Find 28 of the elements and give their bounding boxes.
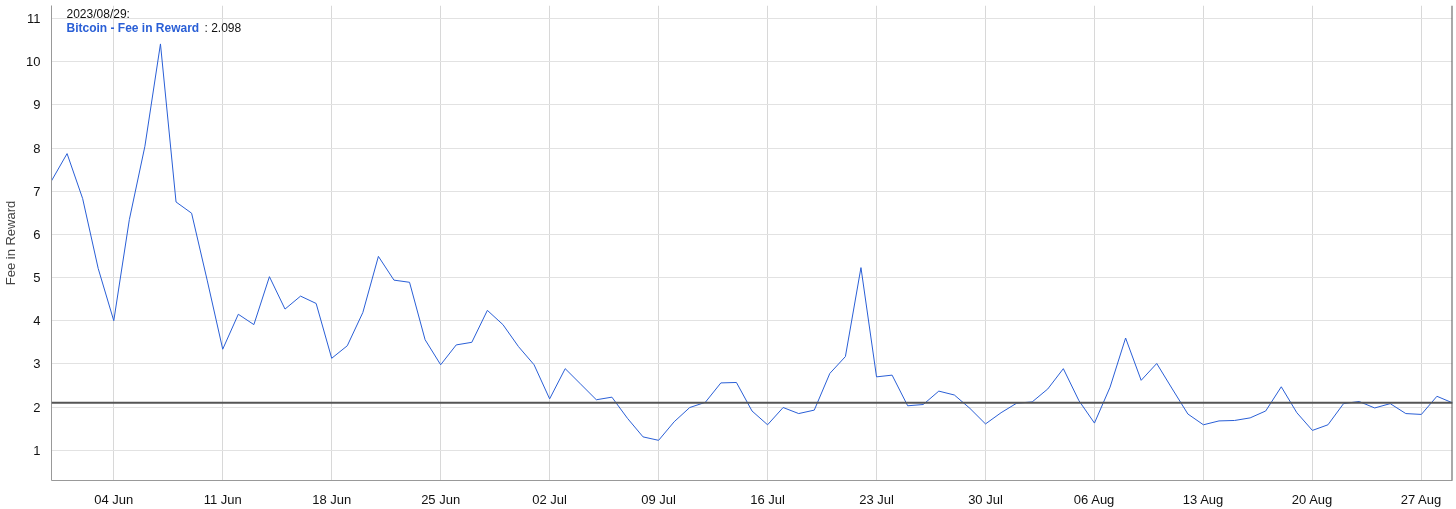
x-tick-label: 16 Jul (750, 491, 786, 507)
x-tick-label: 06 Aug (1073, 491, 1115, 507)
y-tick-label: 4 (33, 313, 41, 329)
text: Bitcoin - Fee in Reward (66, 20, 200, 35)
annotation: 2023/08/29: (66, 6, 130, 21)
y-tick-label: 10 (26, 54, 41, 70)
x-tick-label: 27 Aug (1400, 491, 1442, 507)
y-tick-label: 1 (33, 442, 41, 458)
y-tick-label: 6 (33, 226, 41, 242)
x-tick-label: 04 Jun (94, 491, 134, 507)
x-tick-label: 02 Jul (532, 491, 568, 507)
y-axis-title: Fee in Reward (3, 200, 19, 286)
y-tick-label: 7 (33, 183, 41, 199)
y-tick-label: 3 (33, 356, 41, 372)
x-tick-label: 13 Aug (1182, 491, 1224, 507)
x-tick-label: 20 Aug (1291, 491, 1333, 507)
x-tick-label: 11 Jun (203, 491, 242, 507)
y-tick-label: 2 (33, 399, 41, 415)
x-tick-label: 25 Jun (421, 491, 461, 507)
y-tick-label: 11 (27, 10, 41, 26)
x-tick-label: 18 Jun (312, 491, 352, 507)
annotation: : 2.098 (204, 20, 242, 35)
x-tick-label: 23 Jul (859, 491, 894, 507)
y-tick-label: 8 (33, 140, 41, 156)
x-tick-label: 09 Jul (641, 491, 677, 507)
x-tick-label: 30 Jul (968, 491, 1003, 507)
y-tick-label: 9 (33, 97, 41, 113)
y-tick-label: 5 (33, 270, 41, 286)
